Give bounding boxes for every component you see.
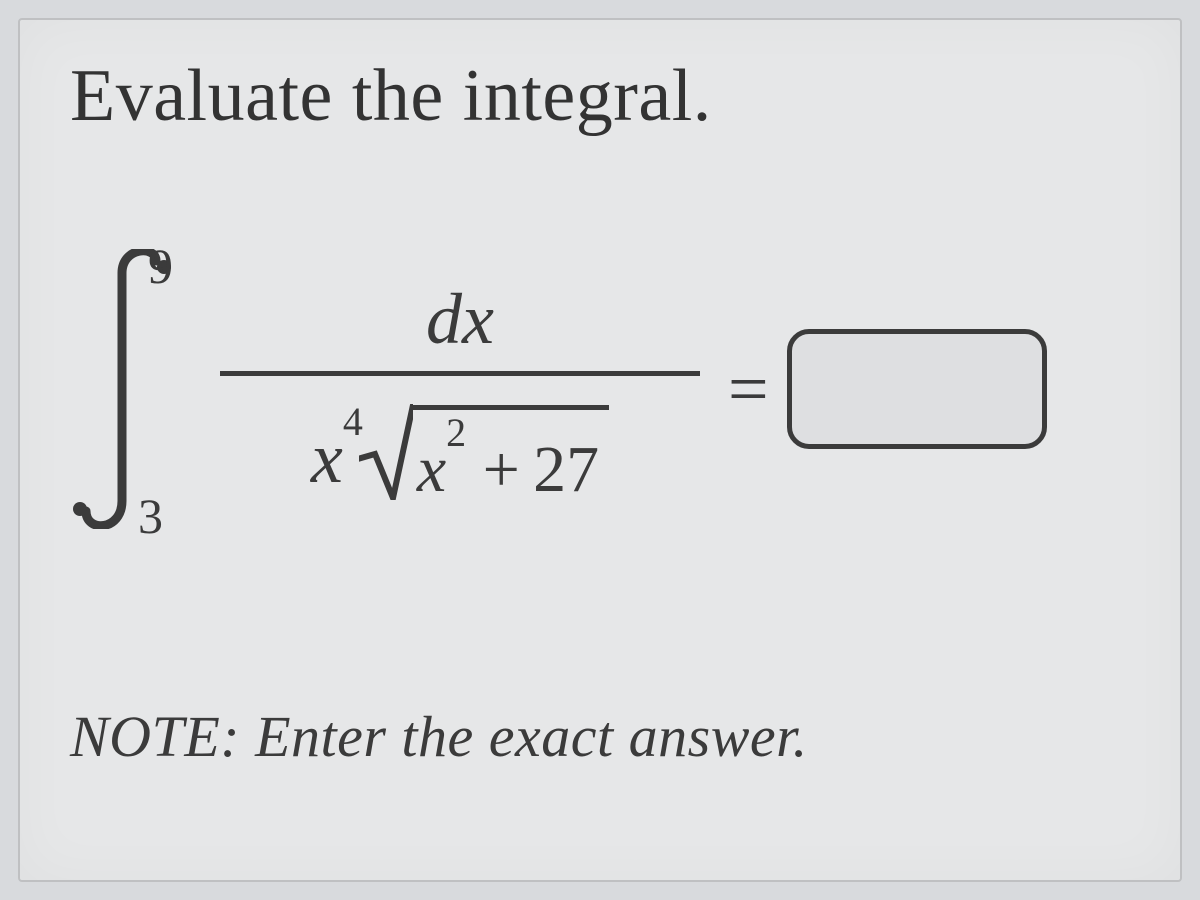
integral-expression: 9 3 dx x4 x2 + 27 = — [70, 229, 1140, 549]
equals-sign: = — [728, 348, 769, 431]
integral-sign-block: 9 3 — [70, 239, 200, 539]
radicand-var: x — [417, 433, 446, 506]
question-prompt: Evaluate the integral. — [70, 54, 1140, 139]
note-body: Enter the exact answer. — [240, 704, 808, 769]
integral-lower-limit: 3 — [138, 487, 163, 545]
radicand-const: + 27 — [483, 433, 599, 506]
fraction-denominator: x4 x2 + 27 — [311, 376, 609, 500]
denom-x4: x4 — [311, 417, 363, 500]
note-line: NOTE: Enter the exact answer. — [70, 703, 808, 770]
radicand-exp: 2 — [446, 410, 466, 455]
answer-slot — [787, 329, 1047, 449]
radical-icon — [359, 404, 413, 500]
question-panel: Evaluate the integral. 9 3 dx x4 — [18, 18, 1182, 882]
fraction-numerator: dx — [426, 278, 494, 371]
integrand-fraction: dx x4 x2 + 27 — [220, 278, 700, 500]
denom-x-var: x — [311, 418, 343, 498]
radicand: x2 + 27 — [411, 405, 609, 500]
answer-input[interactable] — [787, 329, 1047, 449]
sqrt-block: x2 + 27 — [359, 404, 609, 500]
integral-upper-limit: 9 — [148, 237, 173, 295]
note-label: NOTE: — [70, 704, 240, 769]
